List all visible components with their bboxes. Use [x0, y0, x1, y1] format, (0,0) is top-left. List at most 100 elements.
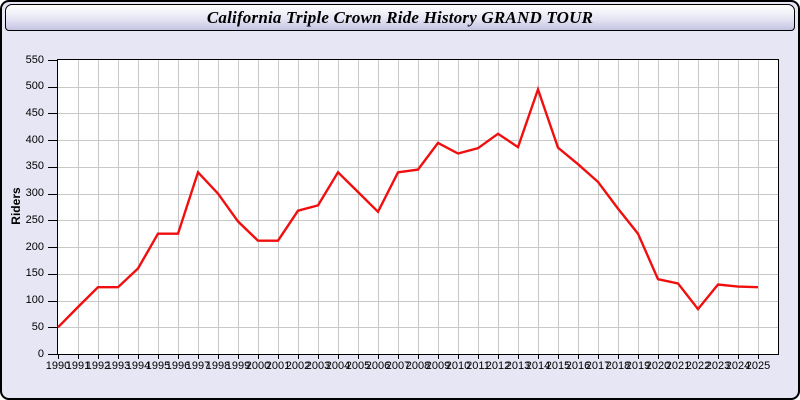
x-tick-label: 2021 [665, 360, 691, 372]
x-tick-label: 2020 [645, 360, 671, 372]
y-tick-mark [48, 113, 57, 114]
x-tick-mark [678, 354, 679, 359]
x-tick-mark [178, 354, 179, 359]
x-tick-label: 2001 [265, 360, 291, 372]
x-tick-label: 2002 [285, 360, 311, 372]
y-tick-label: 250 [25, 213, 44, 226]
y-tick-label: 550 [25, 53, 44, 66]
x-tick-mark [718, 354, 719, 359]
plot-area [57, 59, 779, 355]
chart-svg [57, 60, 778, 354]
x-tick-mark [618, 354, 619, 359]
y-tick-mark [48, 301, 57, 302]
y-tick-mark [48, 247, 57, 248]
y-tick-label: 450 [25, 106, 44, 119]
x-tick-mark [118, 354, 119, 359]
x-tick-mark [498, 354, 499, 359]
x-tick-mark [538, 354, 539, 359]
x-tick-label: 2004 [325, 360, 351, 372]
y-tick-mark [48, 220, 57, 221]
x-tick-label: 2025 [745, 360, 771, 372]
x-tick-mark [578, 354, 579, 359]
x-tick-label: 1995 [145, 360, 171, 372]
x-tick-mark [198, 354, 199, 359]
page-title: California Triple Crown Ride History GRA… [206, 8, 594, 27]
x-tick-label: 1998 [205, 360, 231, 372]
x-tick-mark [78, 354, 79, 359]
x-tick-mark [738, 354, 739, 359]
x-tick-mark [438, 354, 439, 359]
x-tick-mark [358, 354, 359, 359]
y-tick-label: 200 [25, 240, 44, 253]
y-tick-mark [48, 167, 57, 168]
x-tick-label: 2005 [345, 360, 371, 372]
data-line-riders [57, 85, 759, 329]
x-tick-mark [138, 354, 139, 359]
y-tick-label: 150 [25, 267, 44, 280]
x-tick-label: 1993 [105, 360, 131, 372]
x-tick-label: 2013 [505, 360, 531, 372]
x-tick-label: 2009 [425, 360, 451, 372]
x-tick-label: 1991 [65, 360, 91, 372]
y-tick-label: 500 [25, 80, 44, 93]
x-tick-mark [398, 354, 399, 359]
x-tick-mark [518, 354, 519, 359]
x-tick-mark [158, 354, 159, 359]
y-tick-mark [48, 87, 57, 88]
x-tick-label: 2012 [485, 360, 511, 372]
x-tick-label: 2022 [685, 360, 711, 372]
y-tick-mark [48, 140, 57, 141]
x-tick-label: 1997 [185, 360, 211, 372]
x-tick-label: 2019 [625, 360, 651, 372]
x-tick-label: 1990 [45, 360, 71, 372]
x-tick-label: 2000 [245, 360, 271, 372]
x-tick-label: 2007 [385, 360, 411, 372]
x-tick-label: 1992 [85, 360, 111, 372]
y-axis-title: Riders [9, 187, 23, 225]
y-tick-mark [48, 354, 57, 355]
x-tick-mark [478, 354, 479, 359]
x-tick-mark [298, 354, 299, 359]
x-tick-label: 2008 [405, 360, 431, 372]
x-tick-mark [458, 354, 459, 359]
x-tick-mark [638, 354, 639, 359]
x-tick-label: 2015 [545, 360, 571, 372]
y-tick-label: 100 [25, 294, 44, 307]
x-tick-mark [418, 354, 419, 359]
x-tick-label: 2024 [725, 360, 751, 372]
x-tick-mark [658, 354, 659, 359]
y-tick-label: 50 [31, 320, 44, 333]
x-tick-label: 2017 [585, 360, 611, 372]
x-tick-mark [558, 354, 559, 359]
x-tick-mark [258, 354, 259, 359]
x-tick-label: 2018 [605, 360, 631, 372]
x-tick-mark [238, 354, 239, 359]
x-tick-mark [318, 354, 319, 359]
y-tick-mark [48, 274, 57, 275]
x-tick-mark [58, 354, 59, 359]
x-tick-mark [338, 354, 339, 359]
x-tick-mark [98, 354, 99, 359]
y-tick-mark [48, 327, 57, 328]
y-tick-label: 400 [25, 133, 44, 146]
x-tick-label: 1999 [225, 360, 251, 372]
y-tick-label: 300 [25, 187, 44, 200]
x-tick-label: 2023 [705, 360, 731, 372]
x-tick-mark [218, 354, 219, 359]
y-tick-mark [48, 60, 57, 61]
y-tick-label: 350 [25, 160, 44, 173]
y-tick-mark [48, 194, 57, 195]
x-tick-mark [758, 354, 759, 359]
chart-header-bar: California Triple Crown Ride History GRA… [5, 4, 795, 31]
x-tick-label: 2003 [305, 360, 331, 372]
y-tick-label: 0 [37, 347, 44, 360]
x-tick-mark [698, 354, 699, 359]
x-tick-label: 2006 [365, 360, 391, 372]
x-tick-label: 1996 [165, 360, 191, 372]
x-tick-label: 2014 [525, 360, 551, 372]
x-tick-label: 2016 [565, 360, 591, 372]
x-tick-label: 1994 [125, 360, 151, 372]
x-tick-mark [598, 354, 599, 359]
